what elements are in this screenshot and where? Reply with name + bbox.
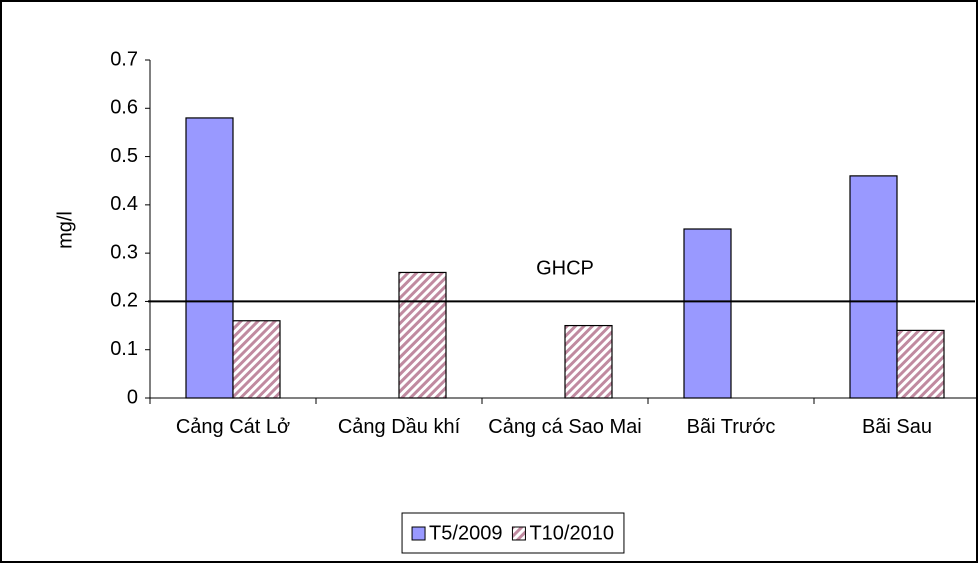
y-tick-label: 0.2 xyxy=(110,290,138,312)
x-tick-label: Cảng Dầu khí xyxy=(337,416,461,438)
y-tick-label: 0 xyxy=(127,386,138,408)
reference-label: GHCP xyxy=(536,258,594,280)
bar xyxy=(849,175,898,399)
legend-label: T5/2009 xyxy=(429,522,502,544)
legend-swatch xyxy=(511,526,526,541)
y-tick-label: 0.4 xyxy=(110,193,138,215)
legend-label: T10/2010 xyxy=(529,522,614,544)
x-tick-label: Cảng cá Sao Mai xyxy=(488,416,642,438)
bar xyxy=(185,117,234,399)
y-axis-label: mg/l xyxy=(54,211,76,249)
x-tick-label: Bãi Sau xyxy=(861,416,933,438)
bar xyxy=(564,324,613,399)
y-tick-label: 0.1 xyxy=(110,338,138,360)
x-tick-label: Cảng Cát Lở xyxy=(175,416,291,438)
y-tick-label: 0.5 xyxy=(110,145,138,167)
legend-swatch xyxy=(411,526,426,541)
y-tick-label: 0.7 xyxy=(110,48,138,70)
legend: T5/2009 T10/2010 xyxy=(401,512,625,554)
y-tick-label: 0.6 xyxy=(110,97,138,119)
x-tick-label: Bãi Trước xyxy=(686,416,776,438)
bar xyxy=(398,271,447,399)
bar xyxy=(896,329,945,399)
bar xyxy=(683,228,732,399)
bar xyxy=(232,320,281,399)
y-tick-label: 0.3 xyxy=(110,241,138,263)
